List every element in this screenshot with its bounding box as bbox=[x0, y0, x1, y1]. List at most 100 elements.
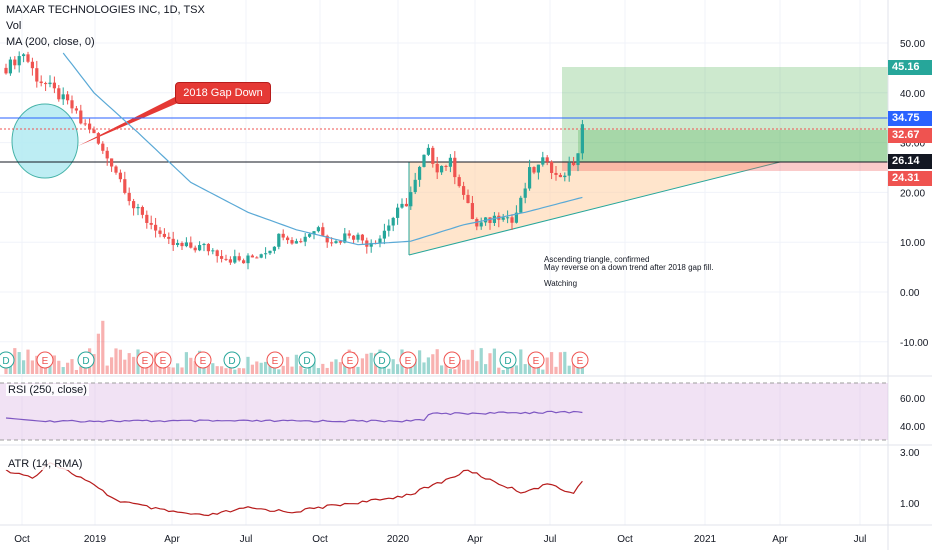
candle-body bbox=[250, 255, 254, 258]
candle-body bbox=[532, 167, 536, 173]
svg-text:D: D bbox=[504, 356, 511, 367]
volume-bar bbox=[145, 365, 149, 374]
time-tick-label: Apr bbox=[467, 534, 483, 545]
ma-legend[interactable]: MA (200, close, 0) bbox=[6, 36, 95, 48]
candle-body bbox=[400, 203, 404, 208]
candle-body bbox=[470, 203, 474, 220]
earnings-marker[interactable]: E bbox=[194, 351, 212, 369]
candle-body bbox=[387, 225, 391, 231]
candle-body bbox=[541, 157, 545, 165]
candle-body bbox=[211, 250, 215, 252]
volume-bar bbox=[193, 361, 197, 374]
annotation-line-3[interactable]: Watching bbox=[544, 279, 578, 288]
candle-body bbox=[352, 235, 356, 240]
earnings-marker[interactable]: E bbox=[571, 351, 589, 369]
earnings-marker[interactable]: E bbox=[36, 351, 54, 369]
candle-body bbox=[79, 110, 83, 124]
candle-body bbox=[426, 147, 430, 155]
candle-body bbox=[189, 242, 193, 248]
rsi-legend[interactable]: RSI (250, close) bbox=[6, 384, 89, 396]
volume-bar bbox=[528, 360, 532, 374]
candle-body bbox=[290, 240, 294, 244]
volume-bar bbox=[101, 320, 105, 374]
candle-body bbox=[13, 59, 17, 66]
volume-bar bbox=[281, 365, 285, 374]
candle-body bbox=[167, 236, 171, 239]
candle-body bbox=[488, 217, 492, 223]
earnings-marker[interactable]: E bbox=[136, 351, 154, 369]
candle-body bbox=[154, 224, 158, 231]
atr-legend[interactable]: ATR (14, RMA) bbox=[6, 458, 85, 470]
volume-bar bbox=[488, 353, 492, 374]
earnings-marker[interactable]: E bbox=[266, 351, 284, 369]
volume-bar bbox=[316, 368, 320, 374]
candle-body bbox=[347, 233, 351, 236]
candle-body bbox=[61, 94, 65, 100]
annotation-line-1[interactable]: Ascending triangle, confirmed bbox=[544, 255, 650, 264]
candle-body bbox=[17, 56, 21, 66]
volume-bar bbox=[413, 359, 417, 374]
dividend-marker[interactable]: D bbox=[77, 351, 95, 369]
candle-body bbox=[286, 237, 290, 241]
dividend-marker[interactable]: D bbox=[298, 351, 316, 369]
candle-body bbox=[8, 59, 12, 74]
candle-body bbox=[233, 256, 237, 263]
candle-body bbox=[88, 123, 92, 130]
candle-body bbox=[572, 162, 576, 166]
candle-body bbox=[514, 212, 518, 223]
volume-bar bbox=[176, 363, 180, 374]
rsi-band bbox=[0, 383, 888, 440]
earnings-marker[interactable]: E bbox=[341, 351, 359, 369]
candle-body bbox=[316, 227, 320, 232]
candle-body bbox=[303, 236, 307, 242]
candle-body bbox=[404, 203, 408, 207]
earnings-marker[interactable]: E bbox=[399, 351, 417, 369]
volume-bar bbox=[35, 355, 39, 374]
volume-bar bbox=[550, 352, 554, 374]
dividend-marker[interactable]: D bbox=[223, 351, 241, 369]
price-tick-label: 20.00 bbox=[900, 188, 925, 199]
dividend-marker[interactable]: D bbox=[0, 351, 15, 369]
gap-down-callout[interactable]: 2018 Gap Down bbox=[175, 82, 271, 104]
svg-text:E: E bbox=[405, 356, 412, 367]
candle-body bbox=[356, 234, 360, 240]
stop-zone[interactable] bbox=[562, 162, 888, 171]
dividend-marker[interactable]: D bbox=[373, 351, 391, 369]
volume-bar bbox=[510, 363, 514, 374]
volume-bar bbox=[224, 368, 228, 374]
candle-body bbox=[114, 166, 118, 173]
gap-highlight-circle[interactable] bbox=[11, 103, 79, 179]
atr-tick-label: 3.00 bbox=[900, 448, 920, 459]
volume-bar bbox=[26, 349, 30, 374]
volume-bar bbox=[127, 353, 131, 374]
candle-body bbox=[325, 235, 329, 243]
dividend-marker[interactable]: D bbox=[499, 351, 517, 369]
candle-body bbox=[492, 215, 496, 223]
volume-bar bbox=[356, 366, 360, 374]
volume-legend[interactable]: Vol bbox=[6, 20, 22, 32]
candle-body bbox=[83, 123, 87, 125]
volume-bar bbox=[215, 366, 219, 374]
candle-body bbox=[519, 197, 523, 213]
time-tick-label: 2019 bbox=[84, 534, 107, 545]
volume-bar bbox=[338, 362, 342, 374]
symbol-title[interactable]: MAXAR TECHNOLOGIES INC, 1D, TSX bbox=[6, 4, 205, 16]
candle-body bbox=[193, 247, 197, 251]
earnings-marker[interactable]: E bbox=[154, 351, 172, 369]
earnings-marker[interactable]: E bbox=[527, 351, 545, 369]
earnings-marker[interactable]: E bbox=[443, 351, 461, 369]
candle-body bbox=[220, 256, 224, 259]
candle-body bbox=[149, 222, 153, 225]
candle-body bbox=[224, 258, 228, 260]
volume-bar bbox=[96, 333, 100, 374]
candle-body bbox=[312, 231, 316, 235]
price-tag-45-16: 45.16 bbox=[888, 60, 932, 75]
annotation-line-2[interactable]: May reverse on a down trend after 2018 g… bbox=[544, 263, 714, 272]
candle-body bbox=[338, 241, 342, 243]
volume-bar bbox=[92, 354, 96, 374]
candle-body bbox=[92, 129, 96, 134]
volume-bar bbox=[431, 354, 435, 374]
profit-zone[interactable] bbox=[562, 67, 888, 162]
volume-bar bbox=[321, 363, 325, 374]
